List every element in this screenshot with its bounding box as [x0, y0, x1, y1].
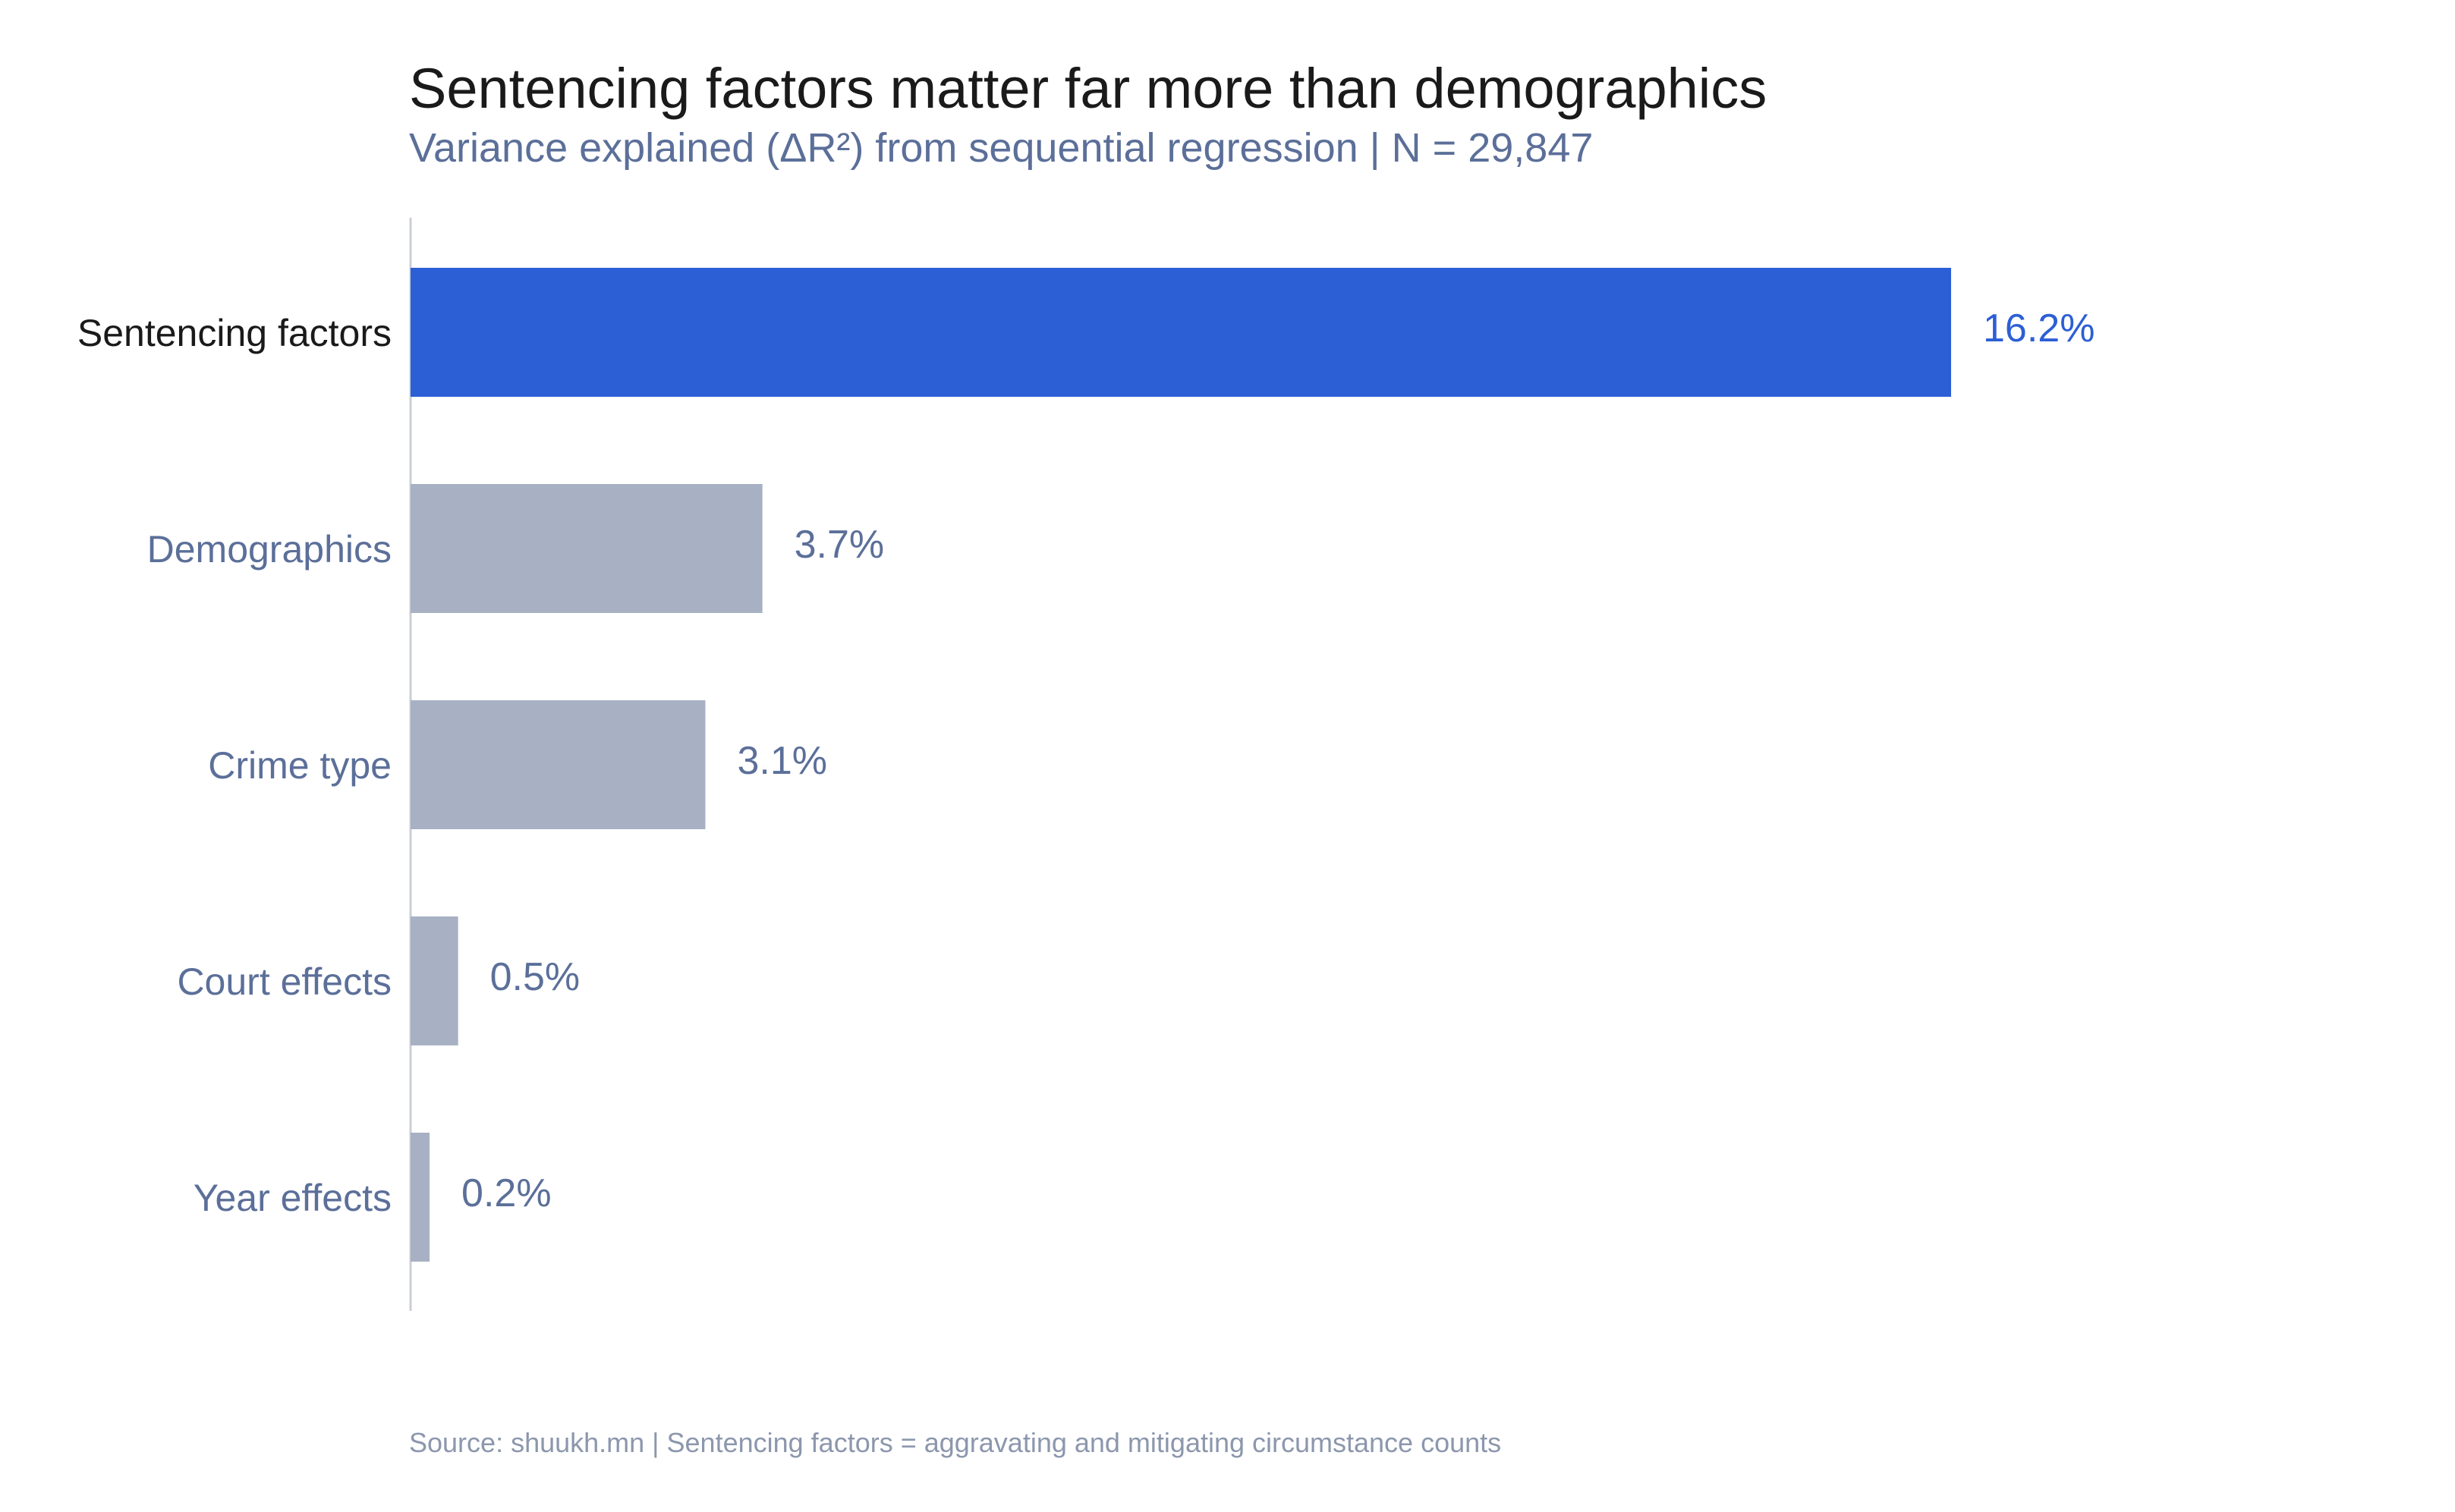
bar-year-effects — [411, 1133, 430, 1262]
value-label: 0.2% — [461, 1171, 552, 1215]
value-label: 0.5% — [490, 955, 581, 999]
category-label: Crime type — [208, 744, 392, 787]
bar-demographics — [411, 484, 763, 613]
bars-group: Sentencing factors 16.2% Demographics 3.7% C… — [77, 268, 2095, 1262]
bar-sentencing-factors — [411, 268, 1951, 397]
category-label: Year effects — [194, 1177, 392, 1219]
value-label: 3.1% — [737, 739, 827, 783]
source-note: Source: shuukh.mn | Sentencing factors =… — [409, 1427, 1501, 1458]
bar-court-effects — [411, 916, 458, 1045]
category-label: Court effects — [177, 960, 392, 1003]
value-label: 16.2% — [1983, 306, 2095, 350]
value-label: 3.7% — [795, 523, 885, 567]
category-label: Demographics — [147, 528, 392, 571]
bar-crime-type — [411, 700, 706, 829]
chart-subtitle: Variance explained (ΔR²) from sequential… — [409, 125, 1593, 171]
chart-title: Sentencing factors matter far more than … — [409, 57, 1767, 120]
category-label: Sentencing factors — [77, 312, 392, 354]
